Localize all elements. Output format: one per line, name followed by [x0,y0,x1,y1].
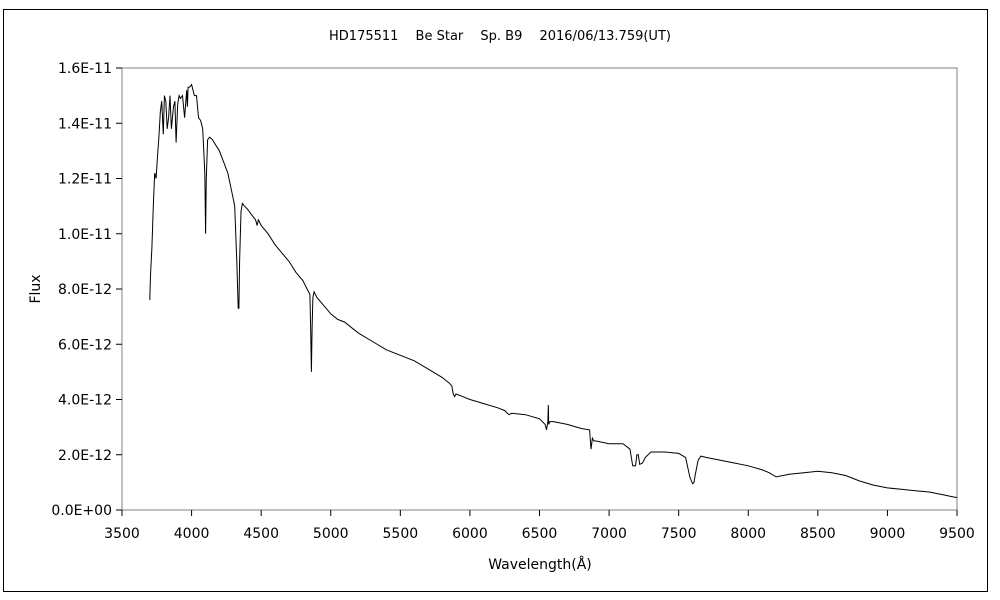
x-tick-label: 8500 [800,526,836,542]
y-tick-label: 4.0E-12 [58,393,112,409]
x-tick-label: 5500 [383,526,419,542]
x-tick-label: 7500 [661,526,697,542]
x-axis: 3500 4000 4500 5000 5500 6000 6500 7000 7500 8000… [104,510,975,542]
y-tick-label: 1.0E-11 [58,227,112,243]
y-tick-label: 1.6E-11 [58,61,112,77]
y-tick-label: 8.0E-12 [58,282,112,298]
y-axis-title: Flux [28,274,44,303]
y-tick-label: 1.2E-11 [58,172,112,188]
x-tick-label: 4500 [243,526,279,542]
x-tick-label: 5000 [313,526,349,542]
x-tick-label: 8000 [730,526,766,542]
y-tick-label: 1.4E-11 [58,116,112,132]
x-tick-label: 7000 [591,526,627,542]
x-tick-label: 3500 [104,526,140,542]
plot-area [121,67,958,511]
x-tick-label: 4000 [174,526,210,542]
y-tick-label: 2.0E-12 [58,448,112,464]
y-tick-label: 6.0E-12 [58,337,112,353]
series-line-spectrum [149,83,958,499]
x-tick-label: 6000 [452,526,488,542]
chart-frame [3,9,988,592]
chart-title: HD175511 Be Star Sp. B9 2016/06/13.759(U… [329,29,671,44]
y-tick-label: 0.0E+00 [51,503,112,519]
x-tick-label: 6500 [522,526,558,542]
x-tick-label: 9500 [939,526,975,542]
x-tick-label: 9000 [870,526,906,542]
x-axis-title: Wavelength(Å) [488,556,592,573]
y-axis: 0.0E+00 2.0E-12 4.0E-12 6.0E-12 8.0E-12 1.0E-… [51,61,122,519]
